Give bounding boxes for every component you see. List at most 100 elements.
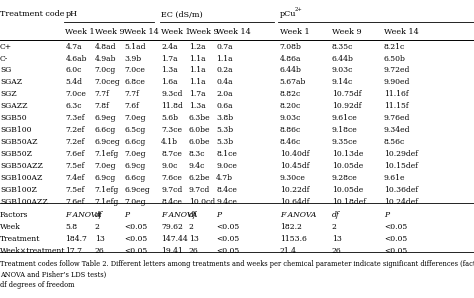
Text: 1.3a: 1.3a bbox=[161, 66, 178, 74]
Text: <0.05: <0.05 bbox=[384, 247, 407, 255]
Text: 2.0a: 2.0a bbox=[216, 90, 233, 98]
Text: <0.05: <0.05 bbox=[124, 223, 147, 231]
Text: 7.6ce: 7.6ce bbox=[161, 174, 182, 182]
Text: 9.3cd: 9.3cd bbox=[161, 90, 182, 98]
Text: <0.05: <0.05 bbox=[216, 235, 239, 243]
Text: 7.2ef: 7.2ef bbox=[65, 138, 85, 146]
Text: 7.3ef: 7.3ef bbox=[65, 114, 85, 122]
Text: F ANOVA: F ANOVA bbox=[280, 211, 316, 219]
Text: 10.64df: 10.64df bbox=[280, 198, 309, 206]
Text: P: P bbox=[124, 211, 129, 219]
Text: 8.7ce: 8.7ce bbox=[161, 150, 182, 158]
Text: SGB100: SGB100 bbox=[0, 126, 31, 134]
Text: 7.08b: 7.08b bbox=[280, 43, 301, 51]
Text: 8.86c: 8.86c bbox=[280, 126, 301, 134]
Text: 6.0be: 6.0be bbox=[189, 126, 210, 134]
Text: 9.61e: 9.61e bbox=[384, 174, 405, 182]
Text: 5.6b: 5.6b bbox=[161, 114, 178, 122]
Text: 5.3b: 5.3b bbox=[216, 138, 233, 146]
Text: 4.7a: 4.7a bbox=[65, 43, 82, 51]
Text: 6.5cg: 6.5cg bbox=[124, 126, 146, 134]
Text: 1.6a: 1.6a bbox=[161, 78, 178, 86]
Text: 8.21c: 8.21c bbox=[384, 43, 405, 51]
Text: 9.61ce: 9.61ce bbox=[332, 114, 357, 122]
Text: Week 1: Week 1 bbox=[161, 28, 191, 36]
Text: Week 14: Week 14 bbox=[384, 28, 419, 36]
Text: 7.0ce: 7.0ce bbox=[65, 90, 86, 98]
Text: SGAZ: SGAZ bbox=[0, 78, 22, 86]
Text: P: P bbox=[216, 211, 221, 219]
Text: SGB50AZ: SGB50AZ bbox=[0, 138, 37, 146]
Text: 8.20c: 8.20c bbox=[280, 102, 301, 110]
Text: 7.0cg: 7.0cg bbox=[95, 66, 116, 74]
Text: C+: C+ bbox=[0, 43, 12, 51]
Text: 21.4: 21.4 bbox=[280, 247, 297, 255]
Text: 5.4d: 5.4d bbox=[65, 78, 82, 86]
Text: 7.4ef: 7.4ef bbox=[65, 174, 85, 182]
Text: 184.7: 184.7 bbox=[65, 235, 87, 243]
Text: <0.05: <0.05 bbox=[216, 223, 239, 231]
Text: 11.8d: 11.8d bbox=[161, 102, 183, 110]
Text: 6.6cg: 6.6cg bbox=[124, 174, 146, 182]
Text: 10.36def: 10.36def bbox=[384, 186, 418, 194]
Text: 7.0eg: 7.0eg bbox=[124, 114, 146, 122]
Text: 6.0be: 6.0be bbox=[189, 138, 210, 146]
Text: <0.05: <0.05 bbox=[124, 235, 147, 243]
Text: 7.2ef: 7.2ef bbox=[65, 126, 85, 134]
Text: F ANOVA: F ANOVA bbox=[161, 211, 198, 219]
Text: SGB100AZZ: SGB100AZZ bbox=[0, 198, 48, 206]
Text: df: df bbox=[95, 211, 102, 219]
Text: 9.4c: 9.4c bbox=[189, 162, 205, 170]
Text: 9.14c: 9.14c bbox=[332, 78, 353, 86]
Text: 7.0eg: 7.0eg bbox=[124, 150, 146, 158]
Text: Week×treatment: Week×treatment bbox=[0, 247, 65, 255]
Text: 9.35ce: 9.35ce bbox=[332, 138, 358, 146]
Text: <0.05: <0.05 bbox=[384, 223, 407, 231]
Text: 13: 13 bbox=[95, 235, 105, 243]
Text: 9.28ce: 9.28ce bbox=[332, 174, 357, 182]
Text: pH: pH bbox=[65, 10, 77, 18]
Text: df degrees of freedom: df degrees of freedom bbox=[0, 281, 74, 289]
Text: 11.15f: 11.15f bbox=[384, 102, 409, 110]
Text: 8.3c: 8.3c bbox=[189, 150, 205, 158]
Text: 5.67ab: 5.67ab bbox=[280, 78, 306, 86]
Text: 19.41: 19.41 bbox=[161, 247, 183, 255]
Text: 6.6cg: 6.6cg bbox=[124, 138, 146, 146]
Text: 1.1a: 1.1a bbox=[189, 66, 205, 74]
Text: 9.7cd: 9.7cd bbox=[161, 186, 182, 194]
Text: 2: 2 bbox=[189, 223, 193, 231]
Text: SGB50: SGB50 bbox=[0, 114, 27, 122]
Text: 2: 2 bbox=[332, 223, 337, 231]
Text: 6.9cg: 6.9cg bbox=[95, 174, 116, 182]
Text: df: df bbox=[332, 211, 339, 219]
Text: 26: 26 bbox=[189, 247, 199, 255]
Text: 7.1efg: 7.1efg bbox=[95, 186, 119, 194]
Text: 9.7cd: 9.7cd bbox=[189, 186, 210, 194]
Text: 7.7f: 7.7f bbox=[95, 90, 109, 98]
Text: 5.3b: 5.3b bbox=[216, 126, 233, 134]
Text: 3.8b: 3.8b bbox=[216, 114, 233, 122]
Text: 10.40df: 10.40df bbox=[280, 150, 309, 158]
Text: SGZ: SGZ bbox=[0, 90, 17, 98]
Text: 8.4ce: 8.4ce bbox=[161, 198, 182, 206]
Text: 79.62: 79.62 bbox=[161, 223, 183, 231]
Text: 7.0ceg: 7.0ceg bbox=[95, 78, 120, 86]
Text: 147.44: 147.44 bbox=[161, 235, 188, 243]
Text: 5.8: 5.8 bbox=[65, 223, 78, 231]
Text: 2+: 2+ bbox=[295, 7, 302, 12]
Text: 9.03c: 9.03c bbox=[332, 66, 353, 74]
Text: 7.7f: 7.7f bbox=[124, 90, 139, 98]
Text: Week 14: Week 14 bbox=[216, 28, 251, 36]
Text: Week 9: Week 9 bbox=[332, 28, 361, 36]
Text: 6.44b: 6.44b bbox=[280, 66, 301, 74]
Text: 13: 13 bbox=[332, 235, 342, 243]
Text: 9.30ce: 9.30ce bbox=[280, 174, 306, 182]
Text: 1.7a: 1.7a bbox=[189, 90, 205, 98]
Text: 7.1efg: 7.1efg bbox=[95, 198, 119, 206]
Text: 7.0ce: 7.0ce bbox=[124, 66, 145, 74]
Text: 10.24def: 10.24def bbox=[384, 198, 418, 206]
Text: 7.0eg: 7.0eg bbox=[95, 162, 116, 170]
Text: 1.3a: 1.3a bbox=[189, 102, 205, 110]
Text: 6.3c: 6.3c bbox=[65, 102, 82, 110]
Text: 11.16f: 11.16f bbox=[384, 90, 409, 98]
